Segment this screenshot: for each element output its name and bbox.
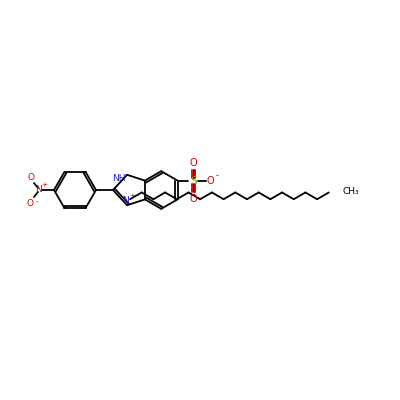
Text: O: O xyxy=(190,194,197,204)
Text: O: O xyxy=(190,158,197,168)
Text: NH: NH xyxy=(112,174,126,183)
Text: O: O xyxy=(26,200,34,208)
Text: +: + xyxy=(41,182,47,188)
Text: N: N xyxy=(122,196,128,205)
Text: -: - xyxy=(216,171,219,180)
Text: +: + xyxy=(129,193,135,199)
Text: S: S xyxy=(190,176,197,186)
Text: -: - xyxy=(36,198,38,204)
Text: O: O xyxy=(28,172,34,182)
Text: CH₃: CH₃ xyxy=(343,187,360,196)
Text: N: N xyxy=(36,184,42,194)
Text: O: O xyxy=(207,176,214,186)
